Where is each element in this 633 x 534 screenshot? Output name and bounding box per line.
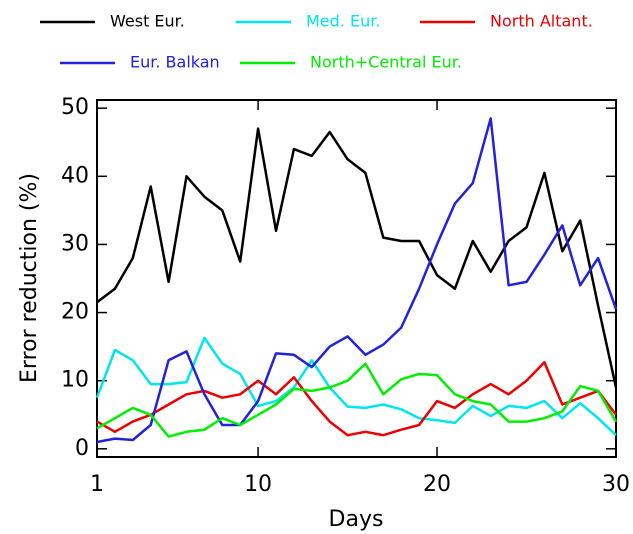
legend-label: West Eur. bbox=[110, 12, 185, 31]
x-axis-label: Days bbox=[329, 507, 384, 532]
x-tick-label: 30 bbox=[602, 472, 630, 497]
series-line bbox=[96, 361, 618, 437]
y-tick-label: 0 bbox=[75, 436, 89, 461]
x-tick-label: 1 bbox=[90, 472, 104, 497]
series-line bbox=[96, 362, 618, 438]
series-line bbox=[95, 336, 617, 437]
y-tick-label: 50 bbox=[61, 95, 89, 120]
legend-label: North+Central Eur. bbox=[310, 53, 462, 72]
y-tick-label: 40 bbox=[61, 163, 89, 188]
y-tick-label: 20 bbox=[61, 300, 89, 325]
series-line bbox=[96, 127, 618, 388]
legend-label: Med. Eur. bbox=[306, 12, 380, 31]
legend-label: Eur. Balkan bbox=[130, 53, 220, 72]
y-axis-label: Error reduction (%) bbox=[17, 173, 42, 383]
y-tick-label: 30 bbox=[61, 231, 89, 256]
series-line bbox=[96, 117, 618, 444]
plot-frame bbox=[96, 99, 617, 458]
legend-label: North Altant. bbox=[490, 12, 593, 31]
y-tick-label: 10 bbox=[61, 368, 89, 393]
x-tick-label: 20 bbox=[423, 472, 451, 497]
x-tick-label: 10 bbox=[244, 472, 272, 497]
